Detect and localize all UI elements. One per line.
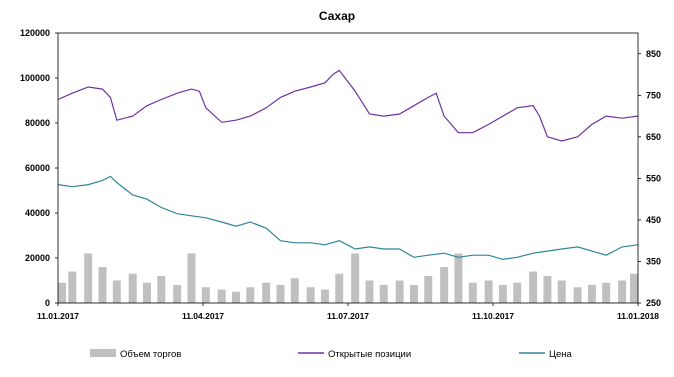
right-axis: 250 350 450 550 650 750 850	[638, 49, 661, 308]
volume-bar	[454, 253, 463, 303]
left-tick-label: 100000	[20, 73, 50, 83]
right-tick-label: 550	[646, 173, 661, 183]
volume-bar	[217, 289, 226, 303]
open-interest-line	[57, 69, 639, 142]
volume-bar	[157, 276, 166, 303]
volume-bar	[468, 282, 477, 303]
volume-bar	[306, 287, 315, 303]
volume-bar	[513, 282, 522, 303]
volume-bar	[98, 267, 107, 303]
right-tick-label: 450	[646, 215, 661, 225]
volume-bar	[587, 285, 596, 303]
right-tick-label: 850	[646, 49, 661, 59]
volume-bar	[84, 253, 93, 303]
volume-bar	[58, 282, 66, 303]
plot-frame	[57, 32, 639, 304]
legend-label: Объем торгов	[120, 349, 181, 360]
chart-title: Сахар	[319, 9, 355, 23]
volume-bar	[557, 280, 566, 303]
left-tick-label: 0	[45, 298, 50, 308]
right-tick-label: 650	[646, 132, 661, 142]
volume-bar	[365, 280, 374, 303]
volume-bar	[602, 282, 611, 303]
price-line	[57, 175, 639, 261]
left-tick-label: 40000	[25, 208, 50, 218]
legend-swatch	[90, 349, 116, 357]
volume-bar	[262, 282, 271, 303]
volume-bar	[320, 289, 329, 303]
volume-bar	[529, 271, 538, 303]
legend-label: Открытые позиции	[328, 349, 411, 360]
volume-bar	[351, 253, 360, 303]
left-tick-label: 20000	[25, 253, 50, 263]
volume-bar	[246, 287, 255, 303]
x-tick-label: 11.04.2017	[182, 311, 224, 321]
volume-bar	[618, 280, 627, 303]
left-tick-label: 80000	[25, 118, 50, 128]
x-tick-label: 11.01.2018	[617, 311, 659, 321]
left-tick-label: 60000	[25, 163, 50, 173]
right-tick-label: 250	[646, 298, 661, 308]
volume-bar	[498, 285, 507, 303]
x-tick-label: 11.10.2017	[472, 311, 514, 321]
volume-bar	[630, 273, 638, 303]
right-tick-label: 750	[646, 90, 661, 100]
volume-bar	[543, 276, 552, 303]
x-tick-label: 11.07.2017	[327, 311, 369, 321]
volume-bar	[201, 287, 210, 303]
left-tick-label: 120000	[20, 28, 50, 38]
volume-bar	[409, 285, 418, 303]
volume-bar	[68, 271, 77, 303]
volume-bar	[573, 287, 582, 303]
volume-bar	[290, 278, 299, 303]
volume-bar	[395, 280, 404, 303]
volume-bar	[231, 291, 240, 303]
volume-bar	[335, 273, 344, 303]
volume-bar	[440, 267, 449, 303]
legend: Объем торгов Открытые позиции Цена	[90, 349, 573, 360]
volume-bar	[128, 273, 137, 303]
volume-bar	[379, 285, 388, 303]
volume-bar	[276, 285, 285, 303]
volume-bar	[142, 282, 151, 303]
volume-bar	[187, 253, 196, 303]
volume-bar	[424, 276, 433, 303]
volume-bar	[484, 280, 493, 303]
volume-bar	[173, 285, 182, 303]
x-axis: 11.01.2017 11.04.2017 11.07.2017 11.10.2017…	[37, 303, 659, 321]
right-tick-label: 350	[646, 256, 661, 266]
left-axis: 0 20000 40000 60000 80000 100000 120000	[20, 28, 58, 308]
legend-label: Цена	[549, 349, 573, 360]
volume-bars	[58, 253, 638, 303]
volume-bar	[112, 280, 121, 303]
x-tick-label: 11.01.2017	[37, 311, 79, 321]
